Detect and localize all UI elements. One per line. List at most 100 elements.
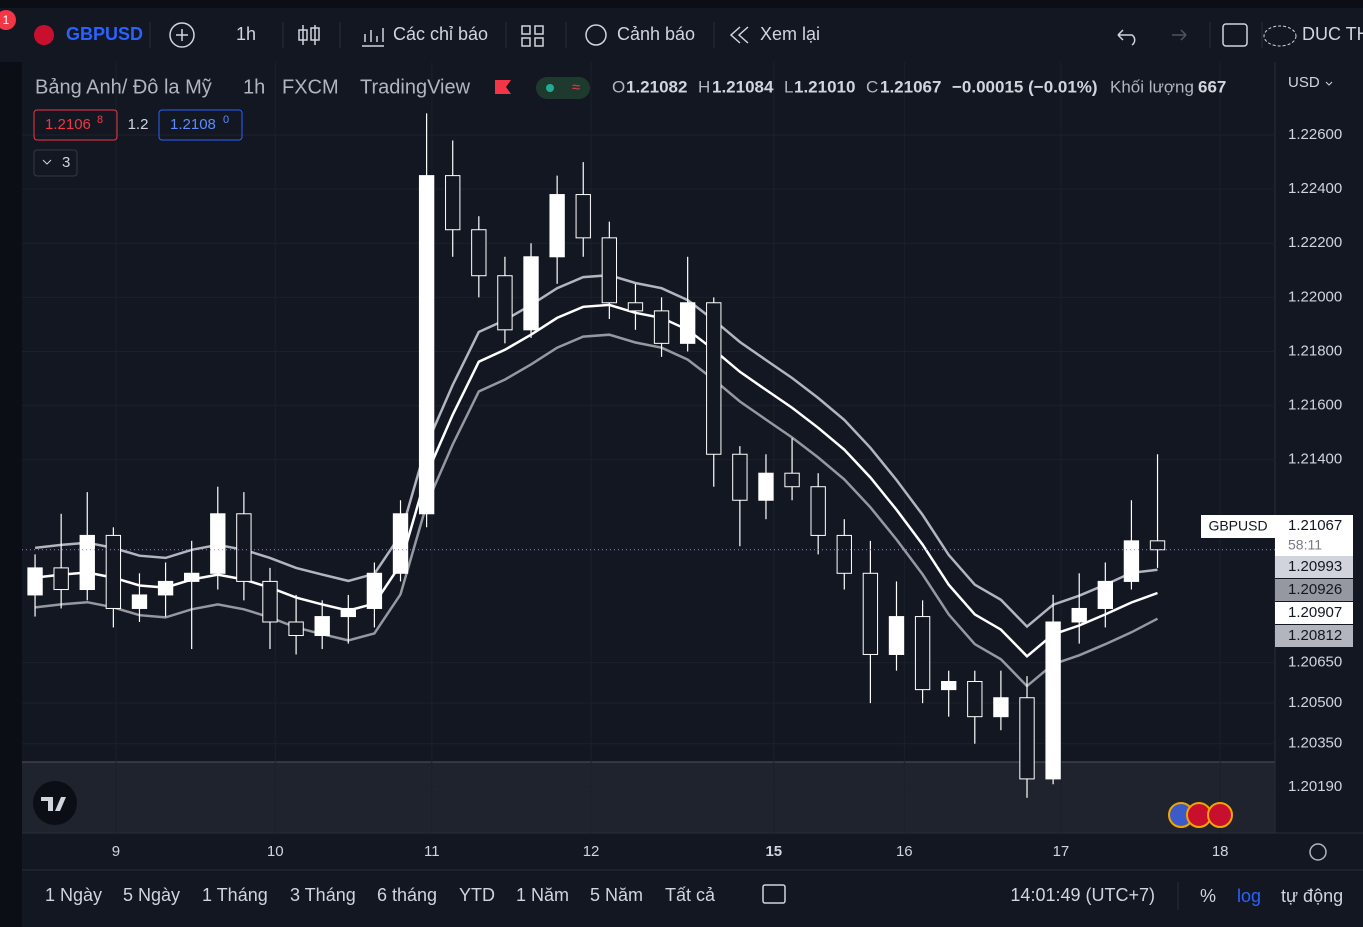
indicators[interactable]: Các chỉ báo: [393, 24, 488, 44]
undo[interactable]: [1117, 29, 1136, 46]
symbol-tag: GBPUSD: [1208, 518, 1267, 534]
redo[interactable]: [1172, 29, 1187, 41]
candle-body: [836, 534, 852, 574]
ohlc-volume-label: Khối lượng: [1110, 77, 1194, 96]
candle-body: [53, 567, 69, 591]
candle-body: [314, 616, 330, 637]
candle-body: [183, 572, 200, 582]
range-button[interactable]: 1 Năm: [516, 885, 569, 905]
chart-type-icon[interactable]: [298, 25, 320, 45]
candle-body: [497, 275, 513, 331]
chevron: [42, 159, 52, 165]
flag: [495, 80, 511, 94]
candle-body: [27, 567, 43, 596]
y-tick-label: 1.20650: [1288, 654, 1342, 671]
x-tick-label: 17: [1053, 843, 1070, 860]
buy-price: 1.2108: [170, 116, 216, 133]
y-tick-label: 1.21800: [1288, 342, 1342, 359]
range-button[interactable]: 5 Ngày: [123, 885, 180, 905]
x-tick-label: 16: [896, 843, 913, 860]
status-pill: [536, 77, 590, 99]
candle-body: [967, 681, 983, 718]
ohlc-h: 1.21084: [712, 77, 774, 96]
ohlc-o: 1.21082: [626, 77, 687, 96]
percent-toggle[interactable]: %: [1200, 886, 1216, 906]
candle-body: [601, 237, 618, 304]
settings[interactable]: [1309, 843, 1327, 861]
candle-body: [236, 513, 252, 582]
candle-body: [418, 175, 435, 515]
event-icon: [1207, 802, 1233, 828]
alert-icon: [585, 24, 607, 46]
candle-body: [79, 534, 95, 591]
currency-chevron: [1325, 81, 1333, 86]
candle-body: [679, 302, 696, 344]
x-tick-label: 15: [765, 843, 782, 860]
badge-text: 1: [3, 13, 10, 27]
candle-body: [1149, 540, 1166, 551]
x-tick-label: 11: [424, 843, 440, 860]
chart-pane: [22, 62, 1275, 833]
y-tick-label: 1.22600: [1288, 126, 1342, 143]
x-tick-label: 10: [267, 843, 284, 860]
band-line: [34, 303, 1158, 659]
band-label: 1.20812: [1288, 627, 1342, 644]
range-button[interactable]: 1 Tháng: [202, 885, 268, 905]
ohlc-l: 1.21010: [794, 77, 855, 96]
candle-body: [157, 580, 174, 596]
candle-body: [262, 580, 278, 623]
collapse-button[interactable]: [33, 149, 78, 177]
candle-body: [105, 534, 122, 609]
y-tick-label: 1.21400: [1288, 451, 1342, 468]
band-label-box: [1275, 602, 1353, 624]
last-price: 1.21067: [1288, 517, 1342, 534]
x-tick-label: 18: [1212, 843, 1229, 860]
candle-body: [471, 229, 487, 277]
candle-body: [1123, 540, 1140, 582]
range-button[interactable]: 6 tháng: [377, 885, 437, 905]
user[interactable]: DUC TH: [1302, 24, 1363, 44]
range-button[interactable]: 3 Tháng: [290, 885, 356, 905]
plot: [22, 62, 1275, 833]
legend-publisher: TradingView: [360, 76, 471, 98]
candle-body: [914, 616, 931, 691]
y-tick-label: 1.22200: [1288, 234, 1342, 251]
x-tick-label: 12: [583, 843, 600, 860]
layout-icon[interactable]: [521, 25, 544, 47]
interval[interactable]: 1h: [236, 24, 256, 44]
alerts[interactable]: Cảnh báo: [617, 24, 695, 44]
candle-body: [627, 302, 644, 312]
range-button[interactable]: 5 Năm: [590, 885, 643, 905]
candle-body: [210, 513, 226, 574]
cloud-icon: [1263, 25, 1297, 47]
band-label-box: [1275, 556, 1353, 578]
candle-body: [131, 594, 148, 609]
legend-source: FXCM: [282, 76, 339, 98]
candle-body: [1019, 697, 1035, 780]
y-tick-label: 1.20190: [1288, 778, 1342, 795]
candle-body: [523, 256, 539, 331]
auto-toggle[interactable]: tự động: [1281, 886, 1343, 906]
add-symbol[interactable]: [169, 22, 195, 48]
status-wave: ≈: [572, 79, 580, 96]
price-axis: [1275, 62, 1363, 833]
range-button[interactable]: 1 Ngày: [45, 885, 102, 905]
fullscreen[interactable]: [1222, 23, 1248, 47]
ohlc-c: 1.21067: [880, 77, 941, 96]
candle-body: [784, 472, 800, 488]
buy-button[interactable]: [158, 109, 243, 141]
replay[interactable]: Xem lại: [760, 24, 820, 44]
range-button[interactable]: Tất cả: [665, 885, 716, 905]
sell-button[interactable]: [33, 109, 118, 141]
bottom-bar: [22, 870, 1363, 927]
badge: [0, 10, 16, 30]
date-range-icon[interactable]: [762, 884, 786, 904]
currency[interactable]: USD: [1288, 74, 1320, 91]
range-button[interactable]: YTD: [459, 885, 495, 905]
spread: 1.2: [128, 116, 149, 133]
band-label: 1.20907: [1288, 604, 1342, 621]
symbol[interactable]: GBPUSD: [66, 24, 143, 44]
top-edge: [0, 0, 1363, 6]
log-toggle[interactable]: log: [1237, 886, 1261, 906]
